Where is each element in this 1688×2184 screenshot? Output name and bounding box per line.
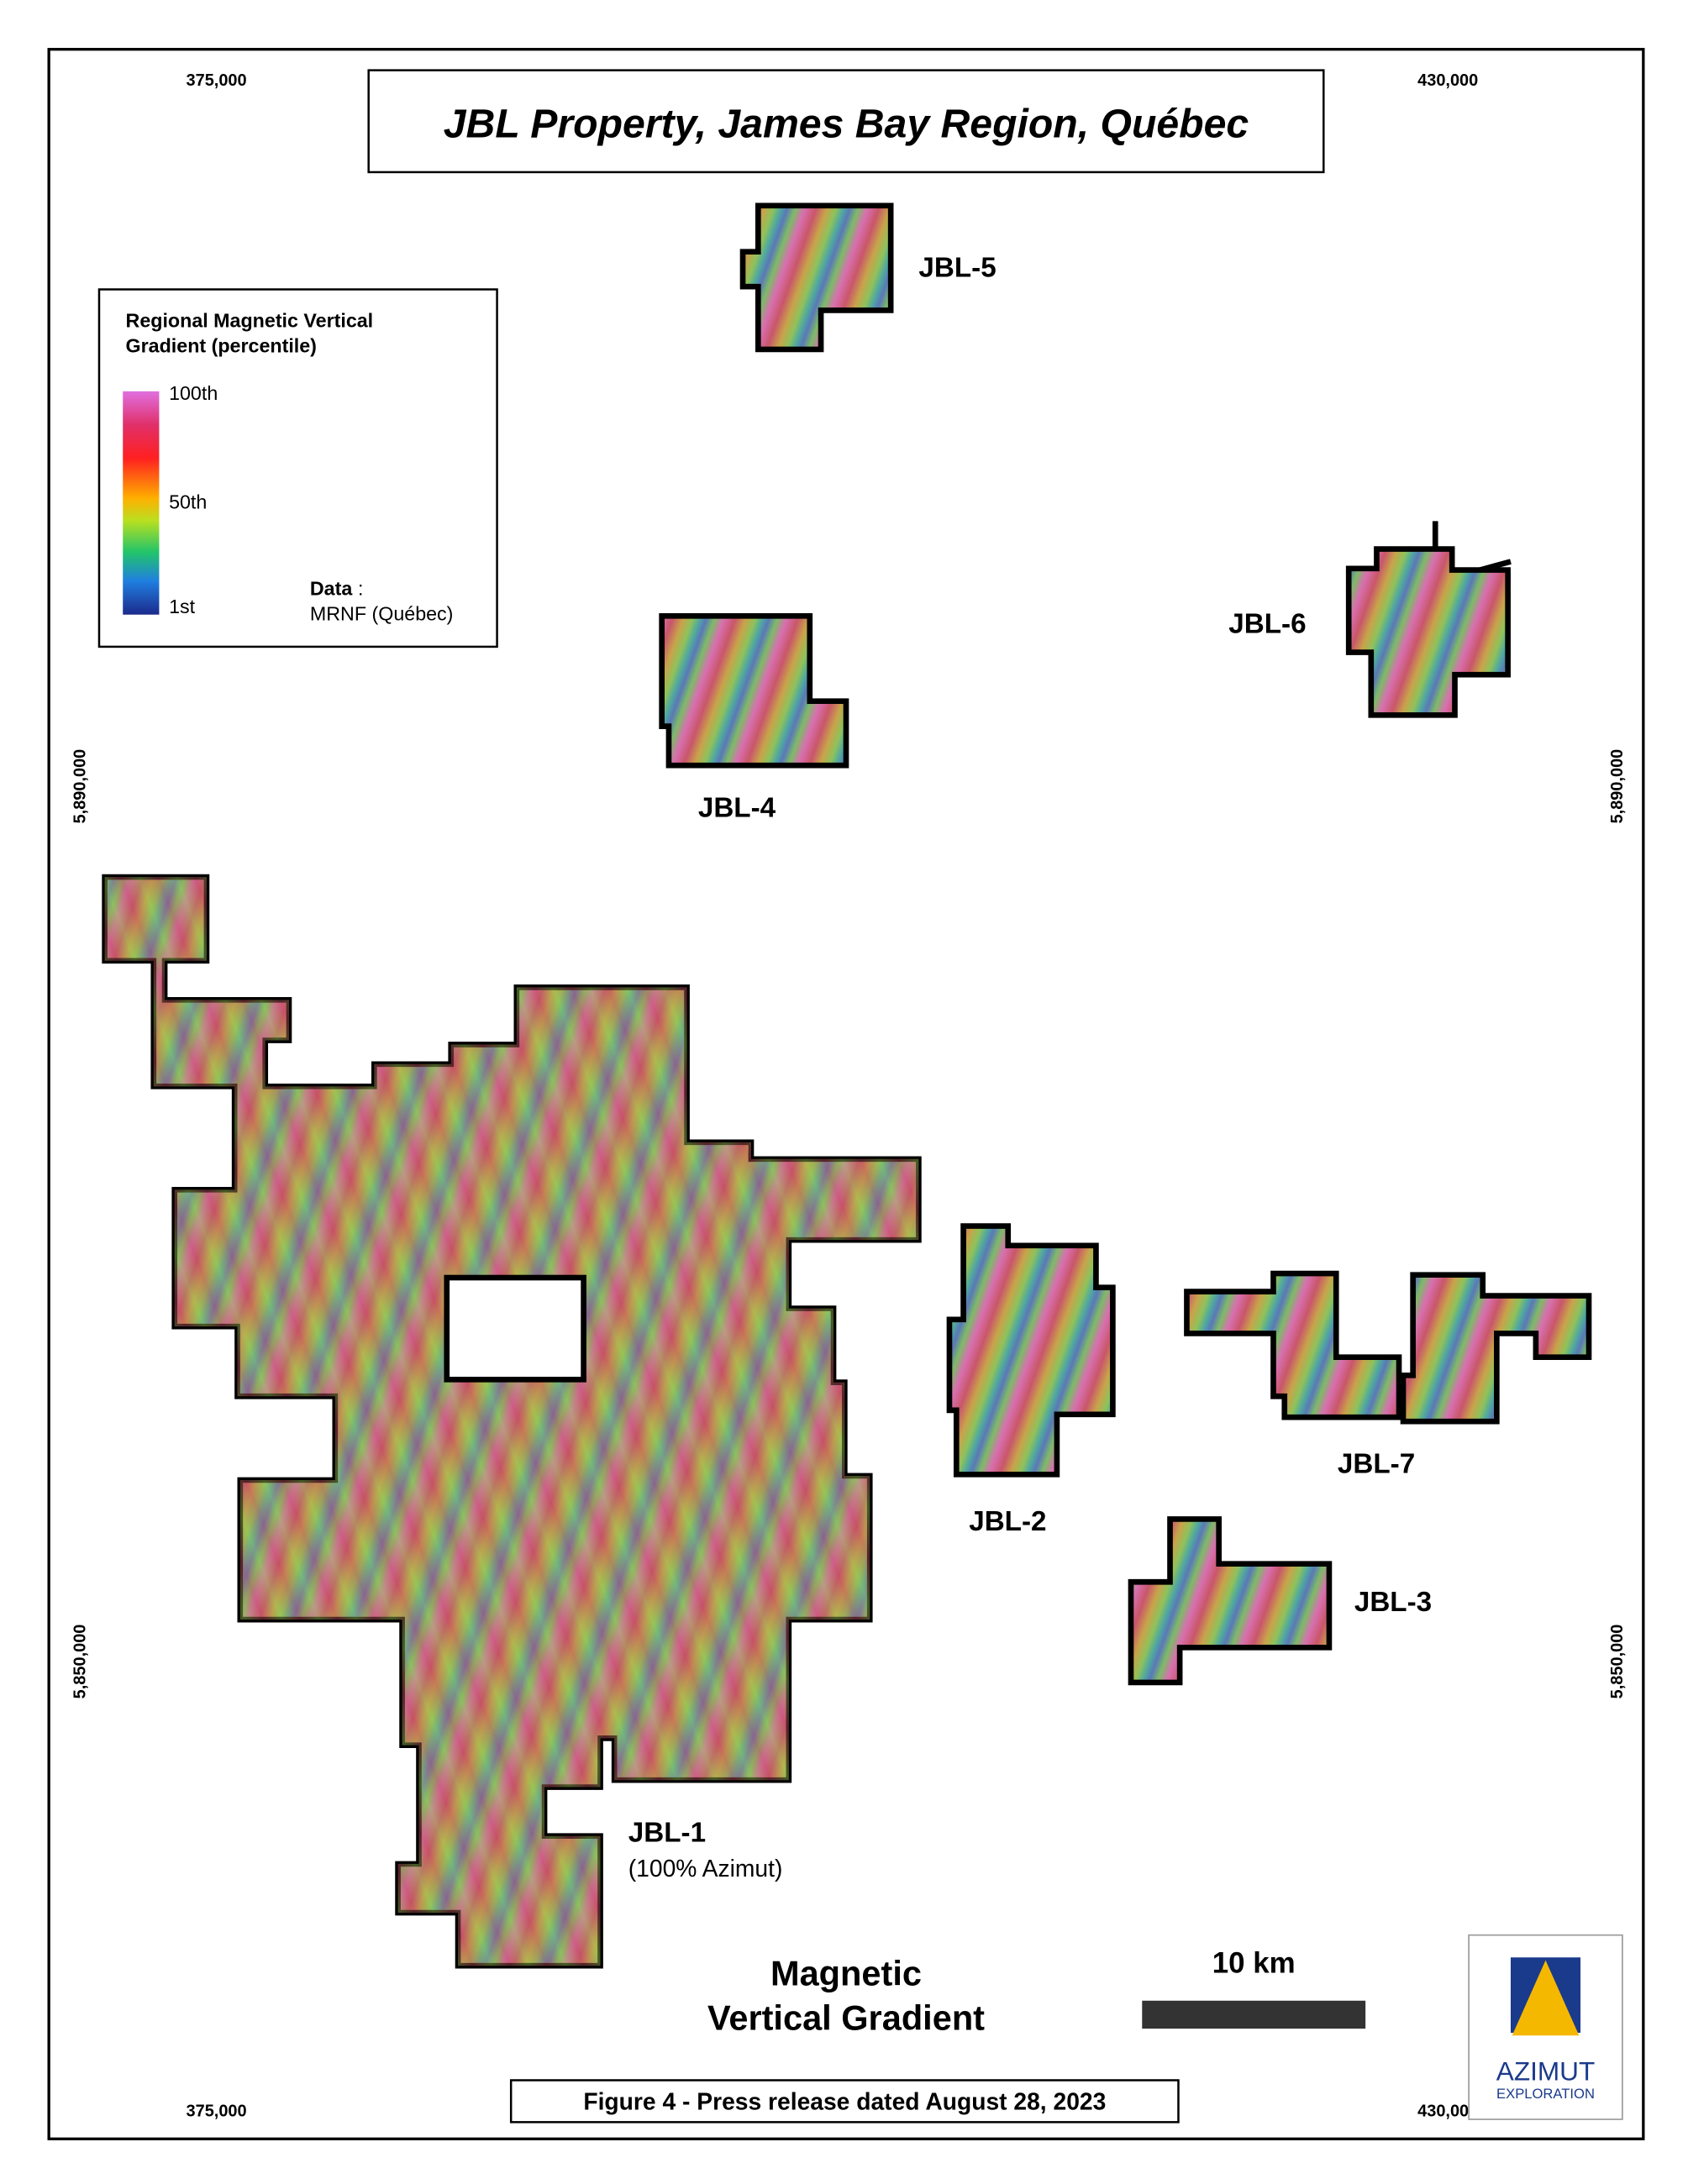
jbl-2-outline xyxy=(946,1223,1116,1478)
property-label: JBL-6 xyxy=(1228,608,1306,639)
jbl-1-texture xyxy=(104,877,919,1966)
data-source: MRNF (Québec) xyxy=(310,602,454,624)
property-label: JBL-5 xyxy=(918,253,996,284)
coord-label: 430,000 xyxy=(1417,71,1478,90)
jbl-7-west-outline xyxy=(1184,1270,1402,1420)
data-heading: Data xyxy=(310,577,353,599)
property-label: JBL-1 xyxy=(628,1817,706,1848)
legend-label: 50th xyxy=(169,491,207,512)
jbl-6-spur xyxy=(1432,521,1512,573)
property-label: JBL-3 xyxy=(1354,1587,1432,1618)
footer-box xyxy=(509,2079,1180,2124)
coord-label: 375,000 xyxy=(187,71,247,90)
property-label: JBL-4 xyxy=(698,793,776,824)
legend-title: Gradient (percentile) xyxy=(126,334,317,356)
logo-triangle xyxy=(1512,1960,1580,2036)
property-label: JBL-7 xyxy=(1338,1449,1415,1480)
jbl-1-exclusion xyxy=(444,1274,586,1383)
map-title: JBL Property, James Bay Region, Québec xyxy=(444,101,1249,146)
map-type: Magnetic xyxy=(770,1953,922,1992)
jbl-5-outline xyxy=(739,202,894,353)
data-separator: : xyxy=(358,577,363,599)
property-note: (100% Azimut) xyxy=(628,1855,783,1882)
color-bar xyxy=(123,391,160,615)
claim-polygons xyxy=(102,202,1592,1969)
legend-label: 1st xyxy=(169,596,196,617)
scale-label: 10 km xyxy=(1212,1947,1296,1980)
title-box xyxy=(367,69,1325,174)
scale-bar xyxy=(1142,2000,1366,2029)
map-frame xyxy=(47,48,1645,2140)
legend-label: 100th xyxy=(169,382,218,404)
footer-caption: Figure 4 - Press release dated August 28… xyxy=(583,2087,1106,2114)
logo-subtitle: EXPLORATION xyxy=(1496,2086,1595,2102)
coord-label: 430,000 xyxy=(1417,2103,1478,2121)
logo-name: AZIMUT xyxy=(1496,2055,1595,2086)
jbl-6-outline xyxy=(1345,546,1511,718)
legend-box xyxy=(97,288,498,648)
jbl-4-outline xyxy=(659,613,849,769)
coord-label: 5,890,000 xyxy=(1608,749,1627,824)
data-label: Data: xyxy=(310,577,364,599)
coord-label: 5,890,000 xyxy=(71,749,89,824)
legend: Regional Magnetic Vertical Gradient (per… xyxy=(97,288,498,648)
jbl-7-east-outline xyxy=(1400,1272,1592,1425)
coord-label: 375,000 xyxy=(187,2103,247,2121)
jbl-3-outline xyxy=(1128,1516,1333,1686)
property-label: JBL-2 xyxy=(969,1506,1046,1537)
logo: AZIMUT EXPLORATION xyxy=(1468,1934,1623,2120)
map-type: Vertical Gradient xyxy=(707,1998,985,2038)
coord-label: 5,850,000 xyxy=(71,1625,89,1699)
coord-label: 5,850,000 xyxy=(1608,1625,1627,1699)
legend-title: Regional Magnetic Vertical xyxy=(126,309,374,331)
